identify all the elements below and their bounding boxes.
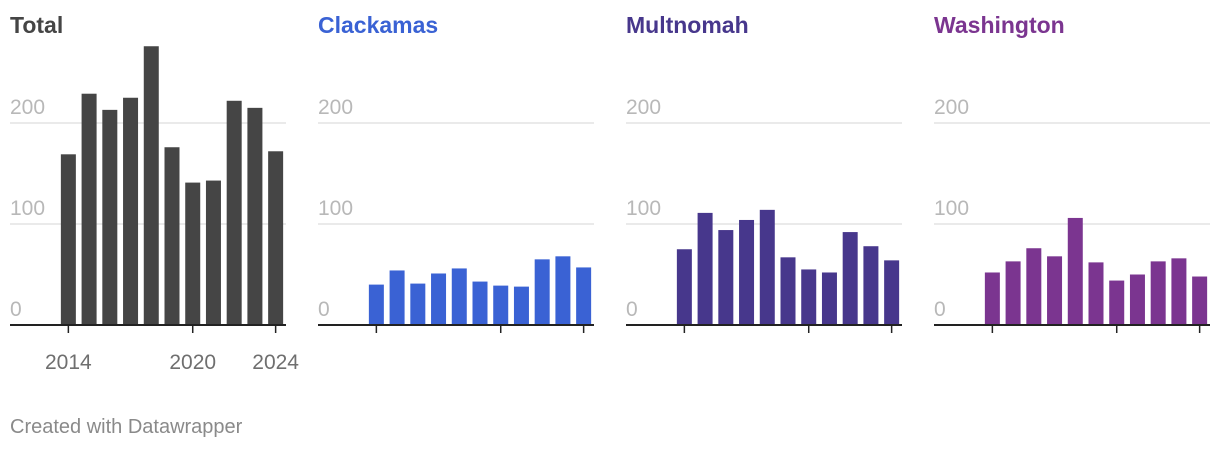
bar-2018 [1067,217,1083,325]
y-tick-label: 100 [934,197,969,220]
bar-2017 [123,97,139,325]
bar-2015 [1005,261,1021,325]
bar-2019 [780,257,796,325]
bar-2016 [718,230,734,325]
footer-credit: Created with Datawrapper [10,416,243,438]
bar-2023 [247,107,263,325]
bar-2021 [205,180,221,325]
clackamas-panel: Clackamas 0 100 200 [318,12,594,333]
bar-2018 [143,46,159,326]
bar-2018 [759,209,775,325]
bar-2019 [164,147,180,325]
y-tick-label: 0 [626,298,638,321]
y-tick-label: 100 [10,197,45,220]
chart-title: Total [10,12,63,38]
y-tick-label: 200 [934,96,969,119]
chart-title: Clackamas [318,12,438,38]
bar-2023 [1171,258,1187,325]
bar-2016 [1026,248,1042,325]
bar-2024 [1192,276,1208,325]
bar-2021 [1129,274,1145,325]
bar-2024 [884,260,900,325]
bar-2019 [472,281,488,325]
bar-2016 [102,109,118,326]
bar-2017 [431,273,447,325]
bar-2014 [60,154,76,325]
bar-2022 [534,259,550,325]
y-tick-label: 200 [10,96,45,119]
bar-2019 [1088,262,1104,325]
bar-2024 [576,267,592,325]
x-tick-label: 2024 [252,351,299,374]
charts-svg: Total 0 100 200 2014 2020 2024 Clackamas 0 100 200… [10,12,1210,374]
bar-2022 [226,100,242,325]
chart-title: Washington [934,12,1065,38]
multnomah-panel: Multnomah 0 100 200 [626,12,902,333]
y-tick-label: 200 [626,96,661,119]
bar-2014 [984,272,1000,325]
chart-title: Multnomah [626,12,749,38]
bar-2018 [451,268,467,325]
y-tick-label: 0 [318,298,330,321]
bar-2015 [81,93,97,326]
bar-2017 [739,219,755,325]
bar-2021 [821,272,837,325]
total-panel: Total 0 100 200 2014 2020 2024 [10,12,299,374]
x-tick-label: 2020 [169,351,216,374]
y-tick-label: 0 [10,298,22,321]
bar-2015 [389,270,405,325]
bar-2020 [801,269,817,325]
bar-2022 [842,232,858,325]
x-tick-label: 2014 [45,351,92,374]
bar-2024 [268,151,284,325]
bar-2021 [513,286,529,325]
bar-2020 [493,285,509,325]
bar-2017 [1047,256,1063,325]
bar-2023 [555,256,571,325]
bar-2020 [1109,280,1125,325]
bar-2014 [676,249,692,325]
washington-panel: Washington 0 100 200 [934,12,1210,333]
bar-2020 [185,182,201,325]
bar-2022 [1150,261,1166,325]
y-tick-label: 100 [318,197,353,220]
bar-2014 [368,284,384,325]
small-multiples-charts: Total 0 100 200 2014 2020 2024 Clackamas 0 100 200… [10,12,1210,374]
y-tick-label: 0 [934,298,946,321]
y-tick-label: 200 [318,96,353,119]
bar-2023 [863,246,879,325]
y-tick-label: 100 [626,197,661,220]
bar-2016 [410,283,426,325]
bar-2015 [697,212,713,325]
